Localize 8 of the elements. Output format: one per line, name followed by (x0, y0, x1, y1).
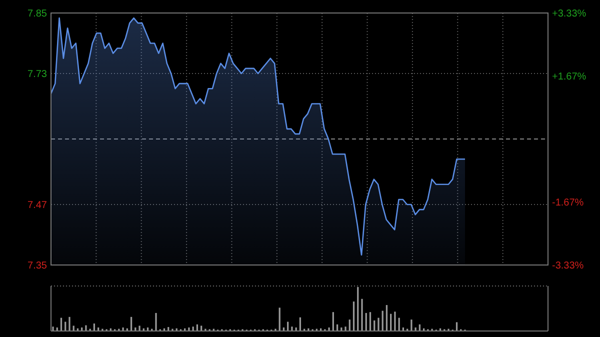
y2-tick-label: +1.67% (552, 71, 586, 82)
y2-tick-label: -1.67% (552, 198, 584, 209)
y2-tick-label: +3.33% (552, 8, 586, 20)
y2-tick-label: -3.33% (552, 260, 584, 272)
y-tick-label: 7.35 (28, 260, 48, 272)
y-tick-label: 7.47 (28, 200, 48, 212)
y-tick-label: 7.85 (28, 8, 48, 20)
y-tick-label: 7.73 (28, 68, 48, 80)
